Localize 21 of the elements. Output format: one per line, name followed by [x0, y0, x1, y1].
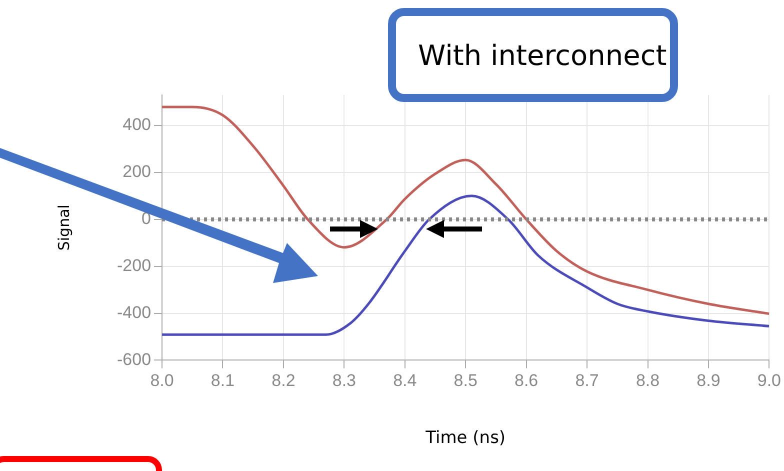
- x-tick-label: 8.2: [272, 371, 296, 390]
- line-series: [162, 194, 770, 336]
- x-tick-label: 8.3: [332, 371, 356, 390]
- y-axis-title: Signal: [54, 204, 73, 251]
- x-tick-label: 8.1: [210, 371, 235, 390]
- x-tick-label: 8.7: [575, 371, 599, 390]
- y-tick-label: 200: [122, 162, 152, 182]
- x-tick-label: 8.5: [454, 371, 478, 390]
- text-box: With interconnect: [388, 8, 678, 102]
- y-tick-label: -200: [116, 256, 152, 276]
- x-tick-label: 8.9: [696, 371, 720, 390]
- x-axis-title: Time (ns): [424, 428, 506, 448]
- y-tick-label: -400: [116, 302, 152, 322]
- y-tick-label: -600: [116, 350, 152, 369]
- x-tick-label: 8.8: [636, 371, 660, 390]
- x-tick-label: 8.4: [393, 371, 417, 390]
- x-tick-label: 8.6: [514, 371, 538, 390]
- line-series: [162, 106, 770, 315]
- x-tick-label: 9.0: [757, 371, 782, 390]
- x-tick-label: 8.0: [150, 371, 174, 390]
- y-tick-label: 400: [122, 115, 152, 134]
